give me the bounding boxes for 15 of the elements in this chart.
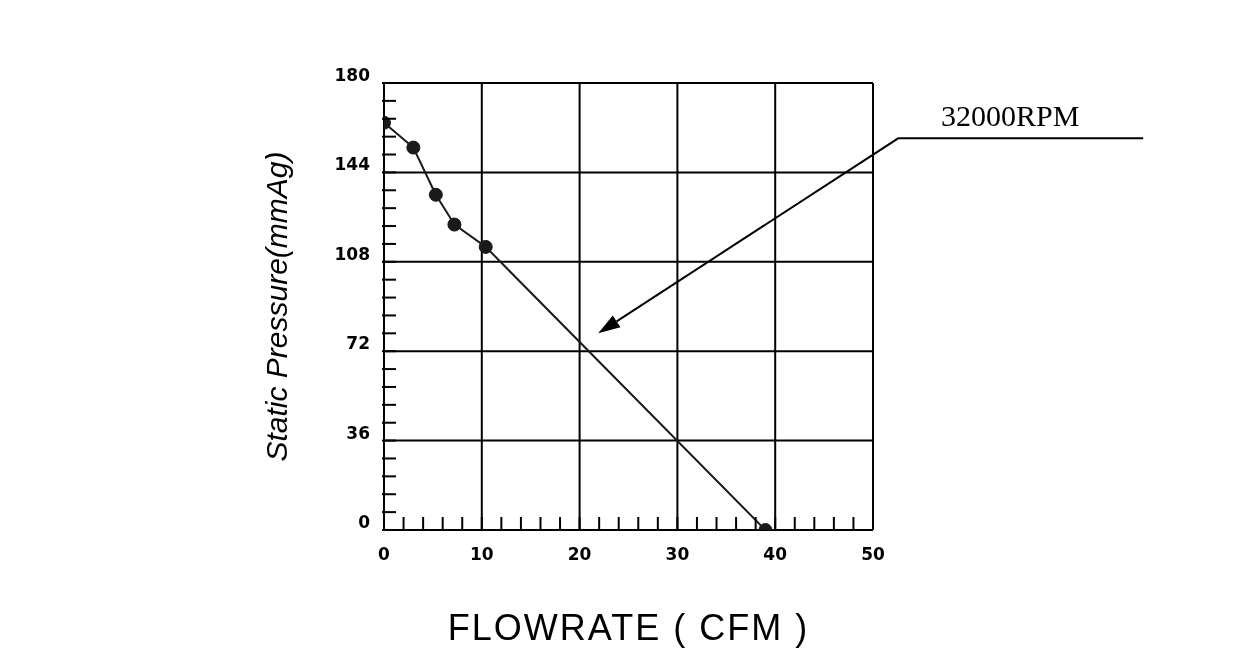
y-tick-label: 72 [346, 333, 370, 354]
x-axis-title: FLOWRATE ( CFM ) [447, 607, 810, 648]
y-axis-title: Static Pressure(mmAg) [259, 151, 293, 462]
text: 32000RPM [940, 99, 1080, 133]
y-tick-label: 108 [334, 243, 370, 264]
y-tick-label: 0 [358, 512, 371, 532]
x-tick-label: 30 [665, 544, 690, 564]
x-tick-label: 40 [763, 544, 788, 564]
y-tick-label: 36 [346, 422, 370, 443]
y-tick-label: 180 [334, 65, 371, 85]
x-tick-label: 10 [469, 544, 494, 564]
x-tick-label: 50 [861, 544, 885, 564]
y-tick-label: 144 [334, 154, 371, 175]
x-tick-label: 0 [378, 544, 391, 564]
x-tick-label: 20 [567, 544, 592, 564]
